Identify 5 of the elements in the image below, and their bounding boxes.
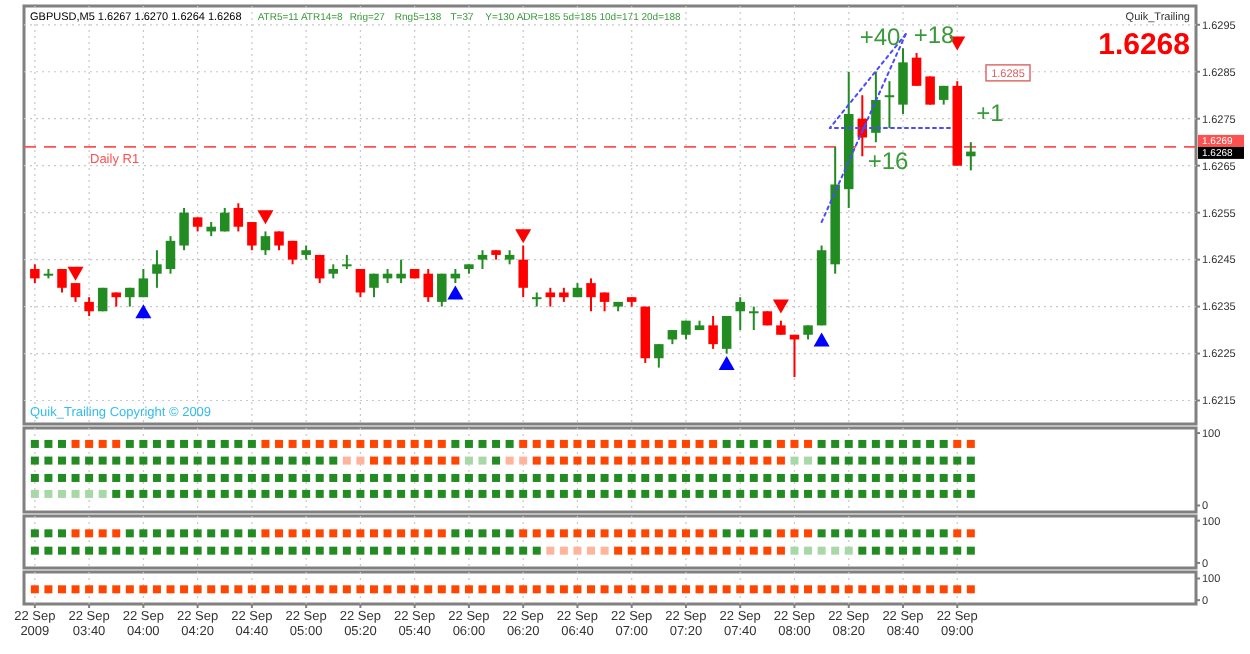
annotation: 1.6268 xyxy=(1098,28,1190,62)
annotation: +1 xyxy=(976,99,1005,128)
annotation: +16 xyxy=(867,147,909,176)
annotation: +40 xyxy=(859,22,901,51)
annotation: +18 xyxy=(913,21,955,50)
